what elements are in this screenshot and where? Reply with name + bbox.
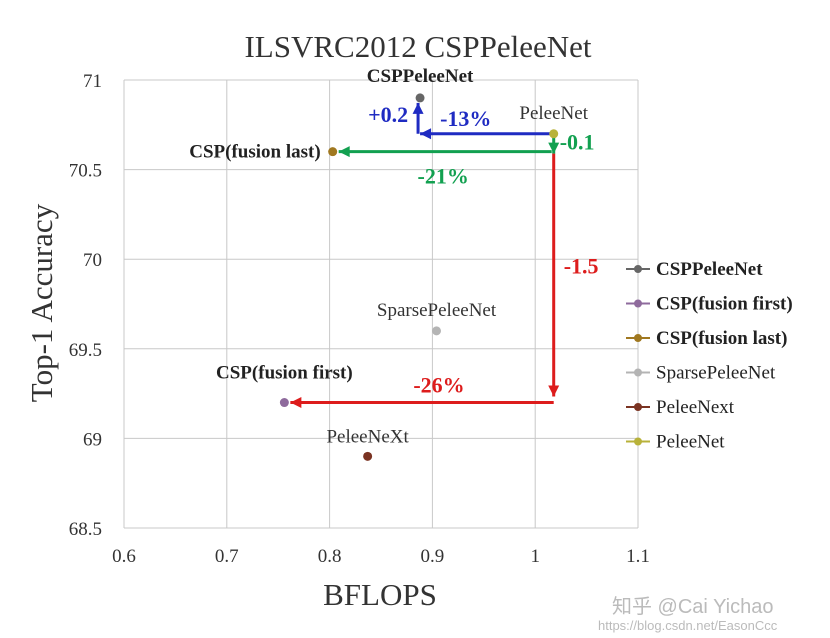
- arrow-to-fusion-last-vertical-head: [548, 142, 560, 154]
- legend-item: PeleeNext: [656, 397, 735, 418]
- annotation-label: +0.2: [368, 102, 408, 127]
- x-tick-label: 0.7: [215, 546, 239, 567]
- y-axis-title: Top-1 Accuracy: [24, 203, 59, 402]
- arrow-to-fusion-first-vertical-head: [548, 385, 560, 397]
- data-point-label: CSPPeleeNet: [367, 66, 474, 87]
- data-point-label: CSP(fusion first): [216, 363, 353, 384]
- legend-swatch-marker: [634, 403, 642, 411]
- x-tick-label: 0.9: [421, 546, 445, 567]
- data-point-label: SparsePeleeNet: [377, 300, 497, 321]
- legend-item: CSP(fusion last): [656, 328, 787, 349]
- annotation-label: -13%: [440, 106, 491, 131]
- x-tick-label: 0.6: [112, 546, 136, 567]
- legend: CSPPeleeNet CSP(fusion first) CSP(fusion l…: [626, 259, 793, 453]
- watermark-zhihu: 知乎 @Cai Yichao: [612, 595, 773, 618]
- data-point: [279, 398, 289, 408]
- legend-swatch-marker: [634, 437, 642, 446]
- x-tick-label: 0.8: [318, 546, 342, 567]
- annotation-label: -0.1: [560, 130, 595, 155]
- chart-title: ILSVRC2012 CSPPeleeNet: [244, 29, 591, 64]
- y-tick-label: 70: [83, 250, 102, 271]
- annotation-label: -1.5: [564, 254, 599, 279]
- y-tick-label: 71: [83, 71, 102, 92]
- arrow-to-fusion-first-head: [290, 397, 302, 409]
- legend-swatch-marker: [634, 368, 642, 377]
- annotation-arrows: [290, 102, 560, 409]
- watermark-url: https://blog.csdn.net/EasonCcc: [598, 618, 778, 633]
- legend-item: PeleeNet: [656, 432, 725, 453]
- data-points: [279, 93, 559, 461]
- x-axis-title: BFLOPS: [323, 577, 437, 612]
- annotation-label: -26%: [413, 373, 464, 398]
- annotation-label: -21%: [418, 164, 469, 189]
- legend-item: SparsePeleeNet: [656, 363, 776, 384]
- arrow-to-cspnet-horizontal-head: [420, 128, 432, 140]
- x-tick-label: 1.1: [626, 546, 650, 567]
- data-point: [328, 147, 338, 157]
- y-tick-label: 68.5: [69, 519, 102, 540]
- data-point-label: CSP(fusion last): [189, 142, 320, 163]
- data-point-label: PeleeNet: [519, 103, 588, 124]
- y-tick-label: 69: [83, 429, 102, 450]
- annotation-labels: +0.2 -13% -0.1 -21% -1.5 -26%: [368, 102, 598, 398]
- legend-item: CSP(fusion first): [656, 294, 793, 315]
- x-tick-label: 1: [530, 546, 540, 567]
- legend-swatch-marker: [634, 334, 642, 342]
- data-point-labels: CSPPeleeNet CSP(fusion first) CSP(fusion l…: [189, 66, 588, 447]
- y-tick-label: 70.5: [69, 161, 102, 182]
- arrow-to-cspnet-vertical-head: [412, 102, 424, 114]
- arrow-to-fusion-last-head: [338, 146, 350, 158]
- legend-swatch-marker: [634, 299, 642, 308]
- y-tick-label: 69.5: [69, 340, 102, 361]
- legend-item: CSPPeleeNet: [656, 259, 763, 280]
- tick-labels: 0.6 0.7 0.8 0.9 1 1.1 68.5 69 69.5 70 70.5 71: [69, 71, 650, 567]
- data-point: [415, 93, 425, 103]
- legend-swatch-marker: [634, 265, 642, 273]
- data-point: [432, 326, 442, 336]
- data-point: [363, 451, 373, 461]
- data-point: [549, 129, 559, 139]
- data-point-label: PeleeNeXt: [326, 426, 409, 447]
